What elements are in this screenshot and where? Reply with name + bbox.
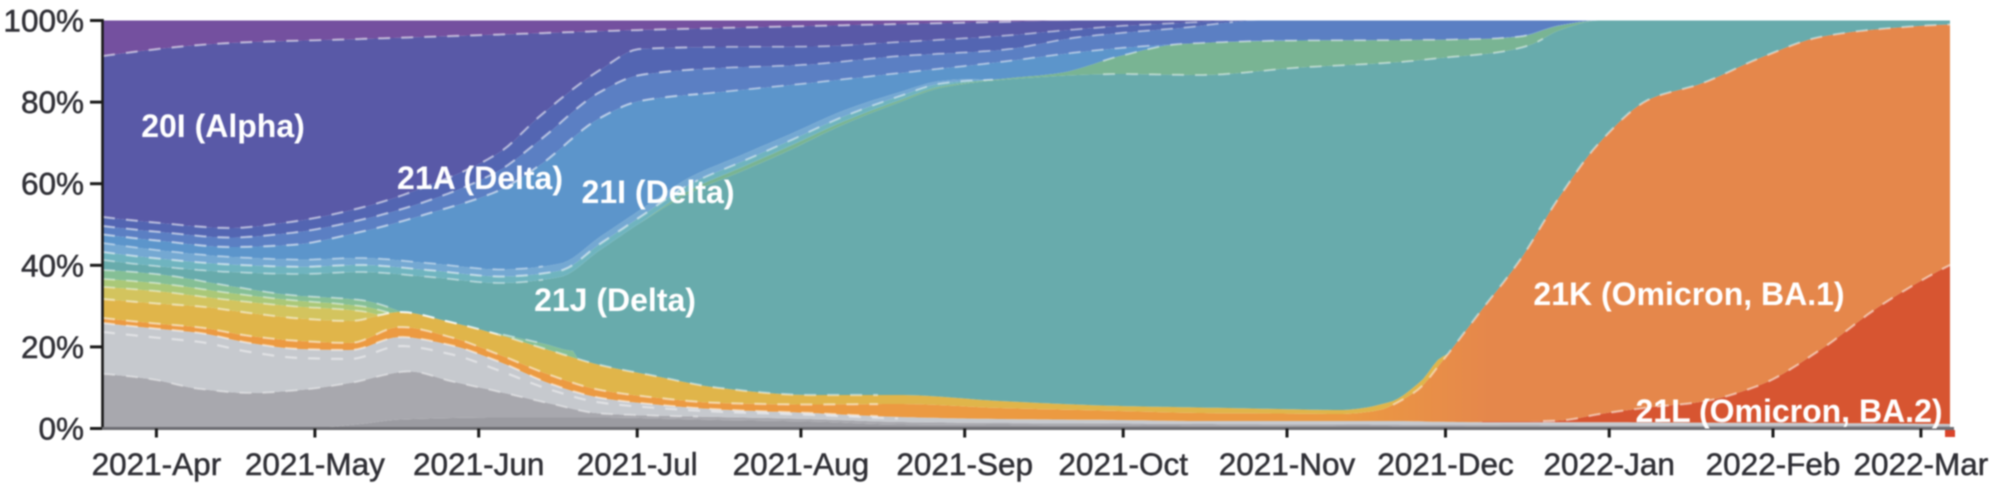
svg-text:21A (Delta): 21A (Delta) <box>397 160 563 196</box>
svg-text:100%: 100% <box>3 3 84 39</box>
svg-text:21I (Delta): 21I (Delta) <box>582 174 735 210</box>
svg-text:2021-Dec: 2021-Dec <box>1377 446 1514 482</box>
svg-text:20I (Alpha): 20I (Alpha) <box>141 108 305 144</box>
svg-text:2021-Apr: 2021-Apr <box>92 446 222 482</box>
svg-text:2021-Jul: 2021-Jul <box>577 446 698 482</box>
svg-text:2021-Jun: 2021-Jun <box>413 446 544 482</box>
svg-text:21K (Omicron, BA.1): 21K (Omicron, BA.1) <box>1533 276 1844 312</box>
svg-text:2021-Sep: 2021-Sep <box>896 446 1033 482</box>
svg-text:60%: 60% <box>21 166 84 202</box>
svg-text:2022-Jan: 2022-Jan <box>1544 446 1675 482</box>
svg-text:2021-May: 2021-May <box>245 446 385 482</box>
svg-text:2021-Nov: 2021-Nov <box>1219 446 1356 482</box>
svg-text:21J (Delta): 21J (Delta) <box>534 282 696 318</box>
svg-text:2021-Oct: 2021-Oct <box>1058 446 1188 482</box>
svg-text:0%: 0% <box>38 411 84 447</box>
svg-text:2022-Feb: 2022-Feb <box>1706 446 1841 482</box>
svg-text:40%: 40% <box>21 247 84 283</box>
svg-text:2022-Mar: 2022-Mar <box>1853 446 1988 482</box>
svg-text:80%: 80% <box>21 84 84 120</box>
svg-text:2021-Aug: 2021-Aug <box>733 446 870 482</box>
svg-text:21L (Omicron, BA.2): 21L (Omicron, BA.2) <box>1635 393 1942 429</box>
svg-text:20%: 20% <box>21 329 84 365</box>
